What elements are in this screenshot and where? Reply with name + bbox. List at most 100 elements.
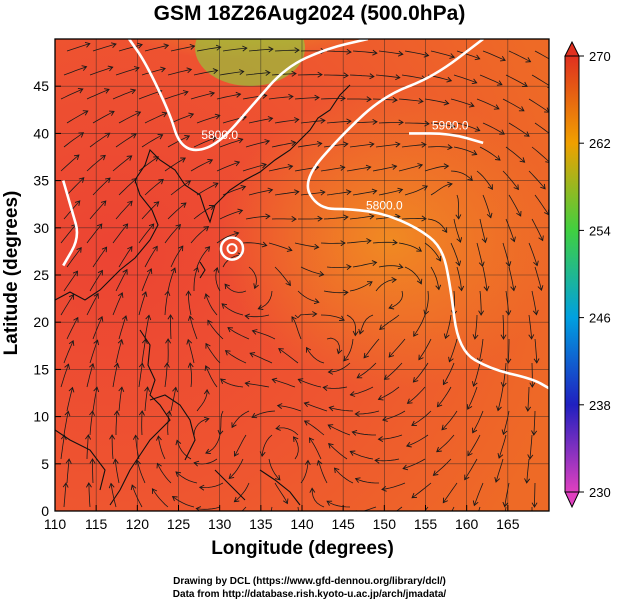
streamline-arrowhead [234,160,241,167]
streamline [306,347,325,364]
streamline-arrowhead [366,281,373,287]
streamline-arrowhead [366,238,372,245]
streamline-arrowhead [443,163,450,170]
streamline-arrowhead [528,334,535,340]
streamline-arrowhead [265,213,271,220]
streamline [411,410,432,426]
streamline-arrowhead [510,236,516,243]
streamline-arrowhead [532,309,539,316]
x-tick-label: 155 [414,516,438,532]
streamline [479,74,503,86]
streamline-arrowhead [327,424,334,430]
streamline [193,418,209,436]
streamline [526,458,530,483]
streamline [231,410,250,428]
streamline [388,338,406,358]
x-tick-label: 150 [373,516,397,532]
streamline-arrowhead [224,350,231,356]
streamline [141,68,166,76]
y-tick-label: 20 [33,314,49,330]
streamline-arrowhead [108,482,115,489]
streamline-arrowhead [242,45,248,52]
streamline [430,122,455,127]
streamline-arrowhead [343,141,349,148]
streamline [531,290,537,315]
streamline [167,411,170,436]
streamline [482,266,488,291]
streamline-arrowhead [291,316,297,322]
streamline-arrowhead [112,458,119,464]
streamline [441,410,458,430]
streamline [381,482,406,490]
streamline [188,291,192,316]
credit-data: Data from http://database.rish.kyoto-u.a… [172,589,447,600]
streamline [158,436,166,460]
streamline [350,386,374,396]
streamline [304,402,328,412]
streamline-arrowhead [356,373,363,379]
streamline-arrowhead [472,427,478,434]
x-tick-label: 135 [249,516,273,532]
x-tick-label: 130 [208,516,232,532]
streamline [92,459,94,484]
streamline [248,266,257,289]
streamline [531,146,549,163]
streamline-arrowhead [474,126,481,132]
streamline-arrowhead [68,339,75,346]
streamline [215,267,221,292]
streamline [118,44,143,52]
colorbar-ticks: 230 238 246 254 262 270 [579,49,611,500]
streamline [138,291,147,316]
streamline [479,218,486,243]
streamline-arrowhead [346,264,352,271]
streamline [60,435,65,460]
streamline [473,362,481,387]
streamline [384,362,403,380]
streamline [115,133,137,148]
streamline-arrowhead [89,362,95,369]
x-tick-label: 145 [331,516,355,532]
streamline [378,434,403,440]
x-axis-label: Longitude (degrees) [211,538,394,559]
streamline-arrowhead [235,91,242,98]
streamline-arrowhead [416,246,423,252]
streamline [175,471,198,484]
streamline [349,215,374,220]
y-tick-label: 0 [41,503,49,519]
streamline-arrowhead [282,498,289,505]
streamline-arrowhead [533,260,539,267]
streamline [323,216,348,220]
streamline-arrowhead [369,213,375,220]
streamline-arrowhead [170,267,177,274]
streamline [375,279,397,292]
streamline-arrowhead [411,492,418,499]
streamline [449,338,458,362]
streamline [193,137,217,148]
streamline-arrowhead [180,202,187,208]
streamline [268,458,281,481]
streamline [224,283,247,293]
streamline-arrowhead [446,76,453,83]
streamline-arrowhead [108,110,115,116]
streamline [476,98,500,110]
streamline-arrowhead [379,324,385,330]
streamline-arrowhead [117,338,124,345]
streamline-arrowhead [421,215,427,222]
streamline-arrowhead [397,263,404,270]
streamline-arrowhead [493,104,500,110]
streamline [398,242,422,252]
streamline-arrowhead [60,434,67,441]
streamline-arrowhead [531,502,538,508]
y-tick-label: 10 [33,409,49,425]
streamline-arrowhead [505,261,512,267]
streamline [196,115,220,124]
streamline [138,90,162,100]
streamline [450,242,460,266]
streamline [92,316,103,340]
streamline-arrowhead [443,524,448,529]
streamline-arrowhead [205,342,211,349]
streamline [268,96,293,100]
streamline [219,410,224,435]
streamline [375,216,400,220]
